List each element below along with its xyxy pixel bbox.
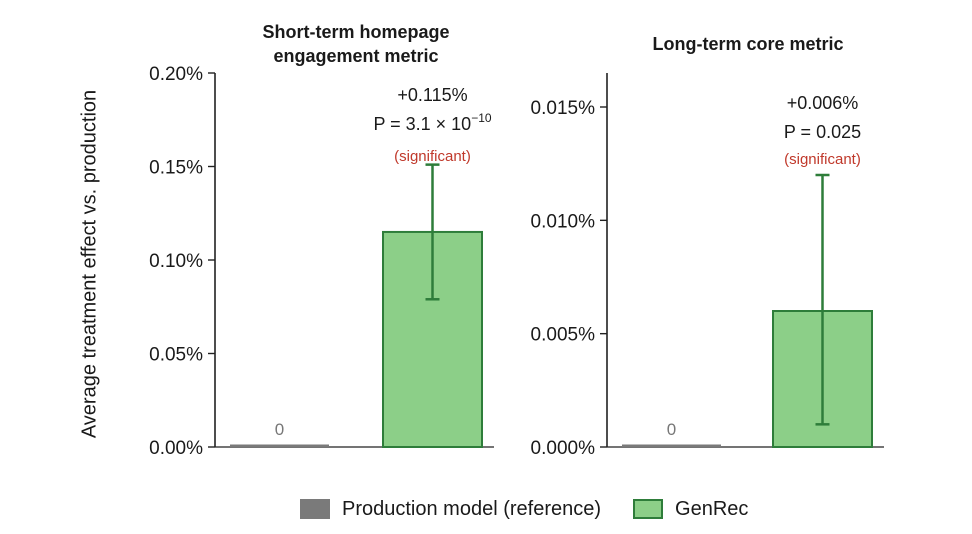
p1-title-line: Short-term homepage [262,22,449,42]
p2-y-tick-label: 0.015% [531,98,596,119]
legend-swatch-production [300,499,330,519]
p2-bar-production [622,444,721,447]
p1-y-tick-label: 0.10% [149,251,203,272]
p2-y-tick-label: 0.005% [531,325,596,346]
p1-data-label-production: 0 [275,420,284,439]
legend-swatch-genrec [633,499,664,519]
p1-effect-label: +0.115% [397,85,467,105]
p1-y-tick-label: 0.05% [149,345,203,366]
p1-title-line: engagement metric [273,46,438,66]
p2-y-tick-label: 0.000% [531,438,596,459]
p1-y-tick-label: 0.15% [149,158,203,179]
p1-bar-production [230,444,329,447]
p1-y-tick-label: 0.20% [149,64,203,85]
legend: Production model (reference) GenRec [300,496,780,522]
p2-effect-label: +0.006% [787,93,859,113]
p1-significance-label: (significant) [394,148,471,165]
legend-label-genrec: GenRec [675,497,749,520]
p2-title-line: Long-term core metric [652,34,843,54]
p1-p-value-label: P = 3.1 × 10−10 [373,111,491,134]
y-axis-label: Average treatment effect vs. production [78,89,101,439]
legend-item-production: Production model (reference) [300,498,601,521]
p2-significance-label: (significant) [784,151,861,168]
p2-p-value-label: P = 0.025 [784,122,861,142]
p2-data-label-production: 0 [667,420,676,439]
p2-y-tick-label: 0.010% [531,211,596,232]
legend-label-production: Production model (reference) [342,497,602,520]
p1-y-tick-label: 0.00% [149,438,203,459]
legend-item-genrec: GenRec [633,498,748,521]
